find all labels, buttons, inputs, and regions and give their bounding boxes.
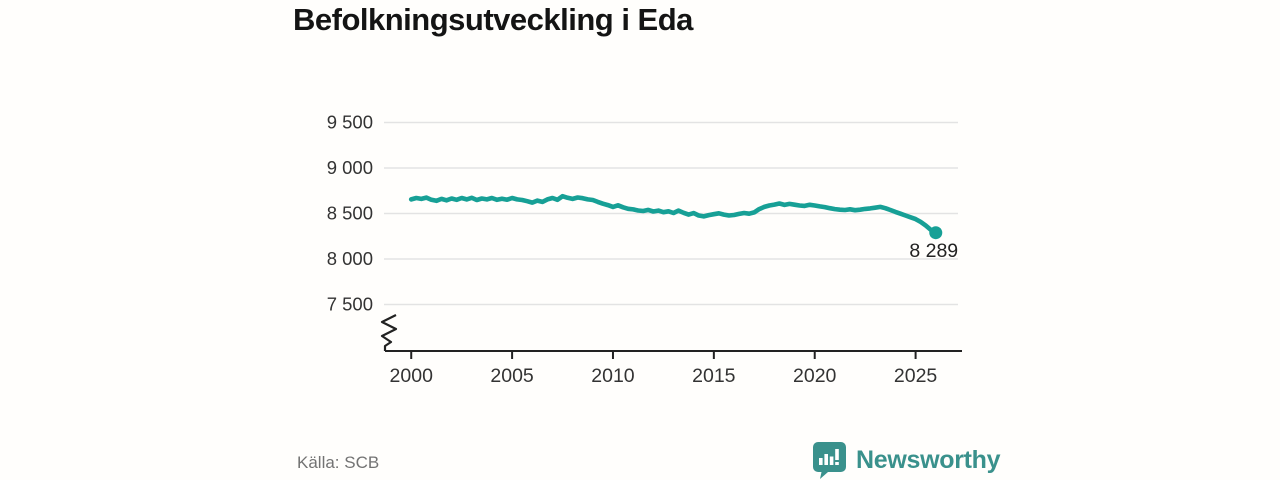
x-tick-label: 2020 bbox=[793, 365, 837, 387]
chart-title: Befolkningsutveckling i Eda bbox=[293, 2, 693, 37]
y-tick-label: 7 500 bbox=[327, 294, 373, 315]
x-tick-label: 2015 bbox=[692, 365, 736, 387]
end-point-dot bbox=[929, 226, 943, 240]
y-tick-label: 9 500 bbox=[327, 112, 373, 133]
source-label: Källa: SCB bbox=[297, 453, 380, 472]
y-tick-label: 8 500 bbox=[327, 203, 373, 224]
y-tick-label: 8 000 bbox=[327, 248, 373, 269]
newsworthy-bubble-chart-icon bbox=[813, 442, 846, 479]
x-tick-label: 2005 bbox=[490, 365, 534, 387]
x-tick-label: 2010 bbox=[591, 365, 635, 387]
population-line bbox=[408, 193, 939, 235]
end-value-label: 8 289 bbox=[909, 240, 958, 262]
x-tick-label: 2025 bbox=[894, 365, 938, 387]
x-tick-label: 2000 bbox=[390, 365, 434, 387]
y-tick-label: 9 000 bbox=[327, 157, 373, 178]
newsworthy-wordmark: Newsworthy bbox=[856, 445, 1001, 474]
axis-break-icon bbox=[380, 314, 398, 351]
newsworthy-logo: Newsworthy bbox=[812, 441, 1001, 479]
